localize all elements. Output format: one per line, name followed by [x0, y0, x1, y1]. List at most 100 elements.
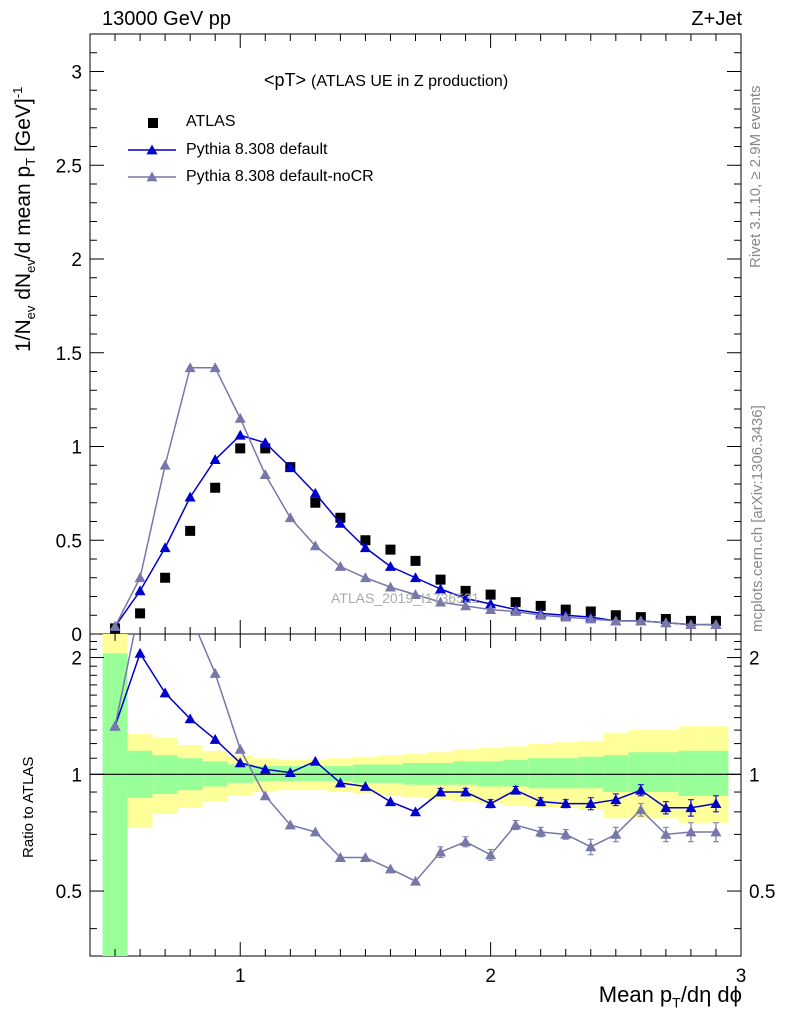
ratio-point-0 [485, 798, 497, 809]
stat-uncertainty-band [528, 758, 554, 789]
ratio-point-0 [685, 802, 697, 813]
ratio-point-0 [134, 647, 146, 658]
ratio-point-0 [259, 763, 271, 774]
ratio-point-0 [159, 687, 171, 698]
ratio-y-tick-label: 0.5 [56, 882, 82, 903]
main-plot-layer: 0 0.5 1 1.5 2 2.5 3 [56, 34, 742, 646]
xlabel-part: /dη dϕ [680, 982, 742, 1007]
ratio-point-0 [635, 784, 647, 795]
mc-data-point-2 [610, 615, 622, 626]
series-line-2 [114, 367, 716, 627]
mc-data-point-2 [234, 412, 246, 423]
ratio-point-1 [109, 720, 121, 731]
mc-data-point-2 [485, 604, 497, 615]
x-tick-label: 3 [736, 966, 747, 987]
mc-data-point-1 [334, 517, 346, 528]
legend-label-pythia-nocr: Pythia 8.308 default-noCR [186, 168, 374, 185]
legend-marker-pythia-default [146, 144, 158, 155]
ratio-point-0 [309, 755, 321, 766]
ratio-point-0 [710, 798, 722, 809]
beam-energy-label: 13000 GeV pp [102, 8, 231, 30]
ratio-point-0 [234, 757, 246, 768]
ratio-point-1 [660, 828, 672, 839]
stat-uncertainty-band [703, 750, 729, 796]
mc-data-point-1 [435, 583, 447, 594]
ratio-point-1 [685, 826, 697, 837]
mc-data-point-2 [435, 596, 447, 607]
mc-data-point-1 [259, 437, 271, 448]
ratio-point-0 [510, 784, 522, 795]
mc-data-point-2 [209, 362, 221, 373]
ratio-point-0 [384, 796, 396, 807]
x-tick-label: 2 [485, 966, 496, 987]
atlas-data-point [135, 608, 146, 619]
ratio-y-tick-label: 1 [749, 765, 760, 786]
xlabel-part: T [672, 994, 681, 1011]
ratio-point-1 [460, 836, 472, 847]
ratio-y-tick-label: 1 [71, 765, 82, 786]
main-y-tick-label: 3 [71, 63, 82, 84]
mc-data-point-1 [284, 461, 296, 472]
ratio-point-1 [309, 826, 321, 837]
ratio-point-1 [710, 826, 722, 837]
legend-label-atlas: ATLAS [186, 113, 236, 130]
ratio-point-1 [435, 846, 447, 857]
x-axis-label: Mean pT/dη dϕ [599, 982, 742, 1010]
legend-marker-atlas [148, 118, 158, 128]
mc-data-point-2 [710, 619, 722, 630]
mc-data-point-1 [134, 585, 146, 596]
xlabel-part: Mean p [598, 982, 673, 1007]
ratio-point-1 [635, 804, 647, 815]
stat-uncertainty-band [453, 761, 479, 785]
mc-data-point-2 [184, 362, 196, 373]
atlas-data-point [460, 585, 471, 596]
mc-data-point-2 [259, 469, 271, 480]
mc-data-point-2 [635, 615, 647, 626]
ratio-point-1 [535, 826, 547, 837]
legend-markers [128, 118, 176, 182]
ratio-point-1 [209, 667, 221, 678]
ratio-point-0 [209, 733, 221, 744]
mc-data-point-2 [410, 589, 421, 600]
mc-data-point-1 [410, 572, 421, 583]
ylabel-part: ev [23, 305, 39, 320]
ratio-point-1 [485, 849, 497, 860]
mc-data-point-1 [209, 454, 221, 465]
rivet-version-note: Rivet 3.1.10, ≥ 2.9M events [747, 85, 764, 269]
stat-uncertainty-band [503, 759, 529, 787]
mc-data-point-2 [159, 459, 171, 470]
mc-data-point-2 [585, 613, 597, 624]
ratio-point-0 [435, 786, 447, 797]
mc-data-point-2 [685, 619, 697, 630]
ratio-point-1 [510, 819, 522, 830]
stat-uncertainty-band [678, 750, 704, 796]
atlas-data-point [510, 597, 521, 608]
main-y-tick-label: 0 [71, 625, 82, 646]
main-y-tick-label: 2 [71, 250, 82, 271]
ratio-plot-layer: 1 2 3 0.5 0.5 1 1 2 2 [56, 634, 775, 987]
atlas-data-point [260, 443, 271, 454]
atlas-data-point [585, 606, 596, 617]
mc-data-point-2 [284, 512, 296, 523]
ratio-point-1 [284, 819, 296, 830]
ratio-point-1 [585, 841, 597, 852]
atlas-data-point [185, 525, 196, 536]
ratio-point-0 [184, 713, 196, 724]
ratio-point-1 [259, 790, 271, 801]
ratio-point-1 [560, 828, 572, 839]
mc-data-point-1 [485, 598, 497, 609]
mc-data-point-2 [359, 572, 371, 583]
mc-data-point-2 [535, 609, 547, 620]
ylabel-part: ev [23, 259, 39, 273]
ylabel-part: dN [12, 272, 35, 306]
chart-title: <pT> (ATLAS UE in Z production) [264, 70, 508, 91]
process-label: Z+Jet [691, 8, 742, 30]
ratio-point-0 [284, 767, 296, 778]
mc-data-point-2 [560, 611, 572, 622]
ratio-point-1 [234, 743, 246, 754]
atlas-data-point [410, 555, 421, 566]
mc-data-point-1 [159, 542, 171, 553]
legend-label-pythia-default: Pythia 8.308 default [186, 141, 328, 158]
mc-data-point-2 [660, 617, 672, 628]
